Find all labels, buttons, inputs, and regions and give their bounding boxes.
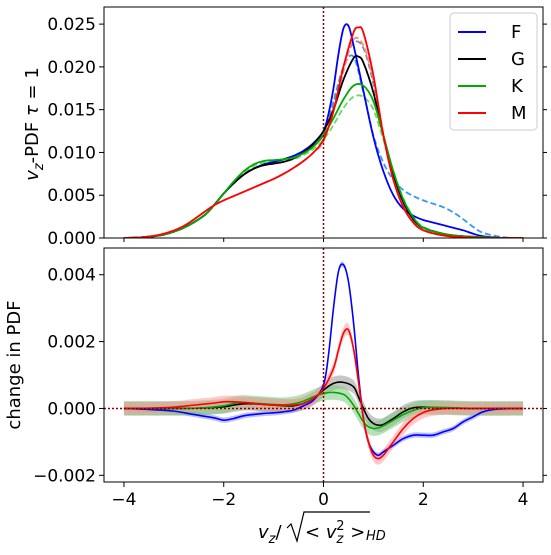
xlabel-lt: < (305, 522, 326, 543)
bottom-xticks: −4 −2 0 2 4 (111, 482, 528, 510)
top-ytick-label: 0.020 (47, 58, 96, 78)
bottom-series-group (123, 263, 524, 460)
xlabel-sub2: z (335, 532, 344, 547)
bottom-xtick-label: 4 (518, 490, 529, 510)
xlabel-sqrt-sign (286, 511, 370, 544)
top-ytick-label: 0.015 (47, 101, 96, 121)
xlabel-text: vz/ (258, 522, 282, 547)
legend-box (449, 12, 538, 131)
legend-label-k: K (511, 76, 524, 97)
top-ytick-label: 0.010 (47, 143, 96, 163)
legend-label-m: M (511, 103, 527, 124)
top-ylabel-sub: z (32, 162, 47, 171)
top-ylabel-v: v (22, 170, 43, 181)
top-series-group (123, 23, 524, 238)
top-ylabel-eq: = 1 (22, 67, 43, 105)
bottom-series-g (123, 381, 524, 427)
bottom-ytick-label: 0.000 (47, 399, 96, 419)
xlabel-slash: / (275, 522, 282, 543)
top-ytick-label: 0.025 (47, 15, 96, 35)
bottom-xtick-label: 2 (418, 490, 429, 510)
xlabel-inner: < vz2 > (305, 519, 365, 547)
top-ytick-label: 0.005 (47, 186, 96, 206)
legend-label-g: G (511, 49, 525, 70)
bottom-ytick-label: 0.002 (47, 333, 96, 353)
bottom-series-f (123, 263, 524, 457)
bottom-xtick-label: −2 (211, 490, 236, 510)
top-ylabel: vz-PDF τ = 1 (22, 67, 47, 181)
xlabel-sub: z (268, 532, 277, 547)
bottom-xtick-label: 0 (318, 490, 329, 510)
top-ylabel-tau: τ (22, 105, 43, 116)
bottom-ytick-label: −0.002 (33, 466, 96, 486)
top-yticks: 0.000 0.005 0.010 0.015 0.020 0.025 (47, 15, 547, 249)
top-panel: 0.000 0.005 0.010 0.015 0.020 0.025 vz-PDF τ … (22, 6, 547, 249)
xlabel-sup2: 2 (336, 519, 344, 534)
xlabel-v: v (258, 522, 269, 543)
bottom-xlabel: vz/ < vz2 > HD (258, 511, 386, 547)
top-ylabel-rest: -PDF (22, 116, 43, 163)
bottom-ytick-label: 0.004 (47, 266, 96, 286)
bottom-series-m (123, 328, 524, 460)
top-ytick-label: 0.000 (47, 229, 96, 249)
legend-label-f: F (511, 22, 521, 43)
xlabel-gt: > (345, 522, 366, 543)
bottom-yticks: −0.002 0.000 0.002 0.004 (33, 266, 547, 486)
xlabel-hd: HD (366, 529, 386, 544)
top-xticks (123, 238, 524, 242)
xlabel-v2: v (326, 522, 337, 543)
bottom-xtick-label: −4 (111, 490, 136, 510)
bottom-ylabel: change in PDF (4, 300, 25, 429)
bottom-reference-lines (104, 248, 543, 482)
bottom-bands-group (123, 261, 524, 465)
